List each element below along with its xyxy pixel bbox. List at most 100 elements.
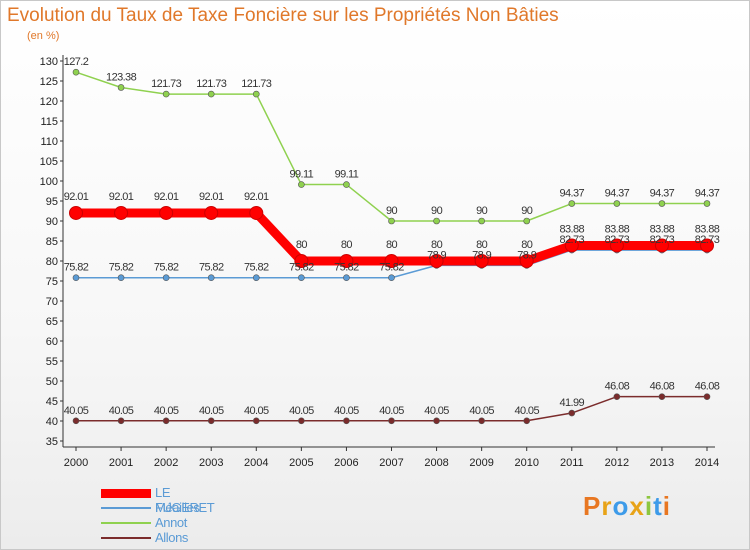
logo-letter: t bbox=[653, 491, 663, 521]
x-tick-label: 2012 bbox=[605, 457, 629, 469]
data-label-annot: 99.11 bbox=[289, 169, 313, 181]
x-tick-label: 2006 bbox=[334, 457, 358, 469]
y-tick-label: 120 bbox=[40, 96, 58, 108]
data-label-annot: 94.37 bbox=[695, 188, 720, 200]
data-point-le-fugeret bbox=[564, 238, 579, 253]
y-tick-label: 40 bbox=[46, 416, 58, 428]
logo-letter: r bbox=[601, 491, 613, 521]
data-label-annot: 99.11 bbox=[335, 169, 359, 181]
data-point-allons bbox=[433, 417, 440, 425]
data-label-m-ailles: 75.82 bbox=[109, 262, 134, 274]
data-label-le-fugeret: 83.88 bbox=[695, 223, 720, 235]
data-point-le-fugeret bbox=[339, 254, 354, 268]
y-tick-label: 90 bbox=[46, 216, 58, 228]
data-point-le-fugeret bbox=[114, 205, 129, 220]
axes bbox=[62, 55, 715, 448]
data-label-m-ailles: 78.9 bbox=[472, 249, 491, 261]
data-label-allons: 40.05 bbox=[289, 405, 314, 417]
x-tick-label: 2002 bbox=[154, 457, 178, 469]
x-tick-label: 2005 bbox=[289, 457, 313, 469]
y-tick-label: 35 bbox=[46, 436, 58, 448]
data-label-allons: 46.08 bbox=[605, 381, 630, 393]
data-point-annot bbox=[72, 68, 80, 76]
x-tick-label: 2001 bbox=[109, 457, 133, 469]
legend-swatch bbox=[101, 507, 151, 509]
data-point-allons bbox=[117, 417, 125, 425]
data-label-le-fugeret: 83.88 bbox=[560, 223, 585, 235]
data-label-allons: 46.08 bbox=[695, 381, 720, 393]
data-point-allons bbox=[388, 417, 395, 425]
data-label-le-fugeret: 80 bbox=[521, 239, 533, 251]
data-label-m-ailles: 82.73 bbox=[695, 234, 720, 246]
data-label-allons: 40.05 bbox=[64, 405, 89, 417]
legend-swatch bbox=[101, 522, 151, 524]
data-point-annot bbox=[613, 200, 621, 207]
data-point-allons bbox=[703, 393, 711, 400]
data-point-le-fugeret bbox=[519, 254, 534, 268]
data-label-m-ailles: 82.73 bbox=[605, 234, 630, 246]
logo-letter: i bbox=[662, 491, 671, 521]
data-label-le-fugeret: 92.01 bbox=[109, 191, 134, 203]
y-tick-label: 45 bbox=[46, 396, 58, 408]
logo-letter: i bbox=[644, 491, 654, 521]
data-label-le-fugeret: 80 bbox=[341, 239, 353, 251]
data-point-m-ailles bbox=[298, 274, 305, 282]
data-label-annot: 94.37 bbox=[560, 188, 585, 200]
data-label-allons: 40.05 bbox=[424, 405, 449, 417]
data-point-annot bbox=[658, 200, 666, 207]
y-tick-label: 60 bbox=[46, 336, 58, 348]
y-tick-label: 65 bbox=[46, 316, 58, 328]
data-label-annot: 90 bbox=[431, 205, 443, 217]
data-label-m-ailles: 75.82 bbox=[244, 262, 269, 274]
logo-letter: x bbox=[629, 491, 645, 521]
x-tick-label: 2004 bbox=[244, 457, 268, 469]
data-point-annot bbox=[207, 90, 215, 98]
data-point-m-ailles bbox=[343, 274, 350, 282]
data-label-allons: 40.05 bbox=[154, 405, 179, 417]
data-label-le-fugeret: 83.88 bbox=[605, 223, 630, 235]
y-tick-label: 85 bbox=[46, 236, 58, 248]
data-label-le-fugeret: 83.88 bbox=[650, 223, 675, 235]
data-label-le-fugeret: 80 bbox=[386, 239, 398, 251]
data-label-allons: 40.05 bbox=[244, 405, 269, 417]
data-point-m-ailles bbox=[72, 274, 80, 282]
data-label-m-ailles: 75.82 bbox=[64, 262, 89, 274]
data-point-le-fugeret bbox=[159, 205, 174, 220]
data-point-allons bbox=[658, 393, 666, 400]
data-point-le-fugeret bbox=[384, 254, 399, 268]
data-point-le-fugeret bbox=[69, 205, 83, 220]
y-tick-label: 95 bbox=[46, 196, 58, 208]
data-label-le-fugeret: 92.01 bbox=[154, 191, 179, 203]
x-tick-label: 2009 bbox=[469, 457, 493, 469]
data-point-annot bbox=[298, 181, 305, 188]
data-point-le-fugeret bbox=[654, 238, 669, 253]
data-label-annot: 90 bbox=[386, 205, 398, 217]
data-point-le-fugeret bbox=[294, 254, 309, 268]
data-point-allons bbox=[298, 417, 305, 425]
data-label-annot: 94.37 bbox=[650, 188, 675, 200]
data-label-le-fugeret: 92.01 bbox=[199, 191, 224, 203]
data-point-m-ailles bbox=[252, 274, 260, 282]
data-point-annot bbox=[162, 90, 170, 98]
data-point-annot bbox=[388, 217, 395, 225]
y-tick-label: 100 bbox=[40, 176, 58, 188]
data-point-allons bbox=[613, 393, 621, 400]
y-tick-label: 75 bbox=[46, 276, 58, 288]
series-layer bbox=[69, 68, 714, 425]
x-tick-label: 2011 bbox=[560, 457, 584, 469]
data-label-m-ailles: 82.73 bbox=[560, 234, 585, 246]
data-label-annot: 94.37 bbox=[605, 188, 630, 200]
data-point-allons bbox=[523, 417, 531, 425]
data-label-le-fugeret: 80 bbox=[296, 239, 308, 251]
y-tick-label: 55 bbox=[46, 356, 58, 368]
data-point-annot bbox=[252, 90, 260, 98]
data-label-allons: 40.05 bbox=[379, 405, 404, 417]
data-label-allons: 41.99 bbox=[560, 397, 585, 409]
data-point-m-ailles bbox=[388, 274, 395, 282]
data-label-m-ailles: 78.9 bbox=[517, 249, 536, 261]
data-label-allons: 46.08 bbox=[650, 381, 675, 393]
data-label-annot: 127.2 bbox=[64, 56, 89, 68]
x-tick-label: 2003 bbox=[199, 457, 223, 469]
